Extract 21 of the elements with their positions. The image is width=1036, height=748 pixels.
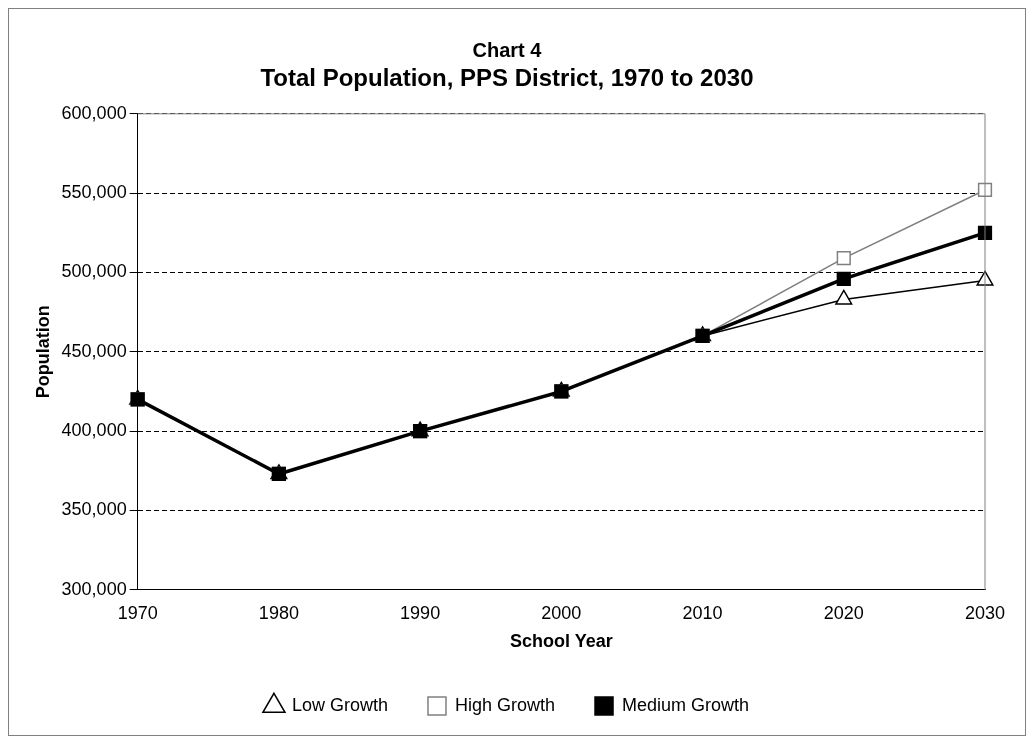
x-tick-label: 1980 — [258, 602, 299, 623]
y-axis-title: Population — [32, 305, 53, 399]
y-tick-label: 500,000 — [61, 261, 127, 282]
x-axis-title: School Year — [509, 631, 613, 652]
legend-label: Low Growth — [291, 694, 388, 715]
y-tick-label: 400,000 — [61, 420, 127, 441]
y-tick-label: 600,000 — [61, 102, 127, 123]
chart-title: Chart 4 — [472, 38, 543, 61]
x-tick-label: 2000 — [541, 602, 582, 623]
chart-subtitle: Total Population, PPS District, 1970 to 2030 — [260, 64, 754, 92]
y-tick-label: 550,000 — [61, 182, 127, 203]
legend-label: Medium Growth — [622, 694, 750, 715]
legend-label: High Growth — [454, 694, 556, 715]
y-tick-label: 350,000 — [61, 499, 127, 520]
y-tick-label: 450,000 — [61, 340, 127, 361]
y-tick-label: 300,000 — [61, 578, 127, 599]
x-tick-label: 1990 — [400, 602, 441, 623]
x-tick-label: 2030 — [964, 602, 1006, 623]
x-tick-label: 2020 — [823, 602, 864, 623]
x-tick-label: 2010 — [682, 602, 723, 623]
x-tick-label: 1970 — [117, 602, 158, 623]
